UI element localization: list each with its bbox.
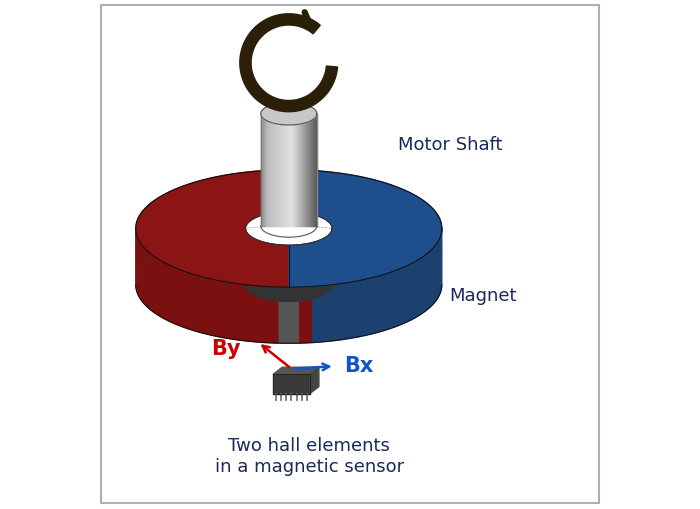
Polygon shape xyxy=(261,103,317,126)
Text: By: By xyxy=(211,338,240,359)
Polygon shape xyxy=(309,367,319,394)
Polygon shape xyxy=(289,171,442,288)
Polygon shape xyxy=(273,375,309,394)
Polygon shape xyxy=(313,229,442,343)
Polygon shape xyxy=(95,40,605,276)
Text: Two hall elements
in a magnetic sensor: Two hall elements in a magnetic sensor xyxy=(215,436,404,475)
Text: Bx: Bx xyxy=(344,355,373,376)
Text: Motor Shaft: Motor Shaft xyxy=(398,136,503,154)
Polygon shape xyxy=(136,171,289,288)
Polygon shape xyxy=(136,229,313,344)
Polygon shape xyxy=(279,288,298,344)
Polygon shape xyxy=(240,15,337,112)
Polygon shape xyxy=(273,367,319,375)
Text: Magnet: Magnet xyxy=(449,286,517,304)
Polygon shape xyxy=(246,229,332,302)
